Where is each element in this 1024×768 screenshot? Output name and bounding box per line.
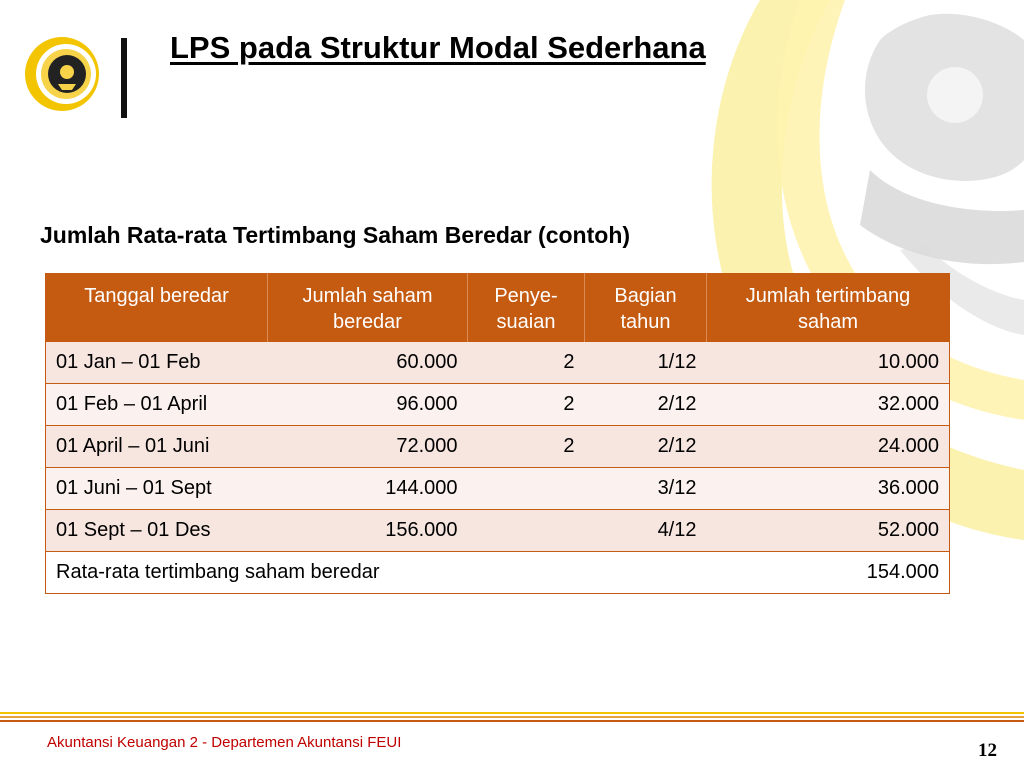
header-period: Tanggal beredar	[45, 273, 268, 342]
cell-period: 01 Jan – 01 Feb	[45, 341, 268, 384]
cell-weighted: 32.000	[706, 383, 950, 426]
cell-adjustment	[467, 467, 585, 510]
cell-weighted: 24.000	[706, 425, 950, 468]
cell-period: 01 Juni – 01 Sept	[45, 467, 268, 510]
total-value: 154.000	[706, 551, 950, 594]
weighted-shares-table: Tanggal beredar Jumlah saham beredar Peny…	[45, 273, 950, 594]
cell-fraction: 1/12	[584, 341, 707, 384]
footer-text: Akuntansi Keuangan 2 - Departemen Akunta…	[47, 734, 402, 751]
cell-period: 01 Sept – 01 Des	[45, 509, 268, 552]
cell-fraction: 2/12	[584, 383, 707, 426]
cell-period: 01 Feb – 01 April	[45, 383, 268, 426]
table-row: 01 Jan – 01 Feb 60.000 2 1/12 10.000	[45, 341, 950, 384]
cell-shares: 96.000	[267, 383, 468, 426]
table-header-row: Tanggal beredar Jumlah saham beredar Peny…	[45, 273, 950, 342]
header-weighted: Jumlah tertimbang saham	[706, 273, 950, 342]
cell-fraction: 2/12	[584, 425, 707, 468]
cell-shares: 144.000	[267, 467, 468, 510]
cell-adjustment: 2	[467, 425, 585, 468]
table-row: 01 Sept – 01 Des 156.000 4/12 52.000	[45, 509, 950, 552]
cell-weighted: 10.000	[706, 341, 950, 384]
cell-weighted: 52.000	[706, 509, 950, 552]
table-row: 01 Juni – 01 Sept 144.000 3/12 36.000	[45, 467, 950, 510]
table-row: 01 Feb – 01 April 96.000 2 2/12 32.000	[45, 383, 950, 426]
footer-divider	[0, 712, 1024, 722]
cell-shares: 156.000	[267, 509, 468, 552]
slide-subtitle: Jumlah Rata-rata Tertimbang Saham Bereda…	[40, 222, 631, 248]
cell-adjustment: 2	[467, 383, 585, 426]
title-divider	[121, 38, 127, 118]
header-adjustment: Penye-suaian	[467, 273, 585, 342]
cell-weighted: 36.000	[706, 467, 950, 510]
cell-shares: 60.000	[267, 341, 468, 384]
cell-fraction: 3/12	[584, 467, 707, 510]
university-logo	[25, 37, 99, 111]
cell-adjustment	[467, 509, 585, 552]
table-row: 01 April – 01 Juni 72.000 2 2/12 24.000	[45, 425, 950, 468]
slide-title: LPS pada Struktur Modal Sederhana	[170, 30, 706, 65]
cell-shares: 72.000	[267, 425, 468, 468]
table-total-row: Rata-rata tertimbang saham beredar 154.0…	[45, 551, 950, 594]
header-fraction: Bagian tahun	[584, 273, 707, 342]
cell-period: 01 April – 01 Juni	[45, 425, 268, 468]
total-label: Rata-rata tertimbang saham beredar	[45, 551, 707, 594]
cell-adjustment: 2	[467, 341, 585, 384]
header-shares: Jumlah saham beredar	[267, 273, 468, 342]
page-number: 12	[978, 740, 997, 761]
cell-fraction: 4/12	[584, 509, 707, 552]
